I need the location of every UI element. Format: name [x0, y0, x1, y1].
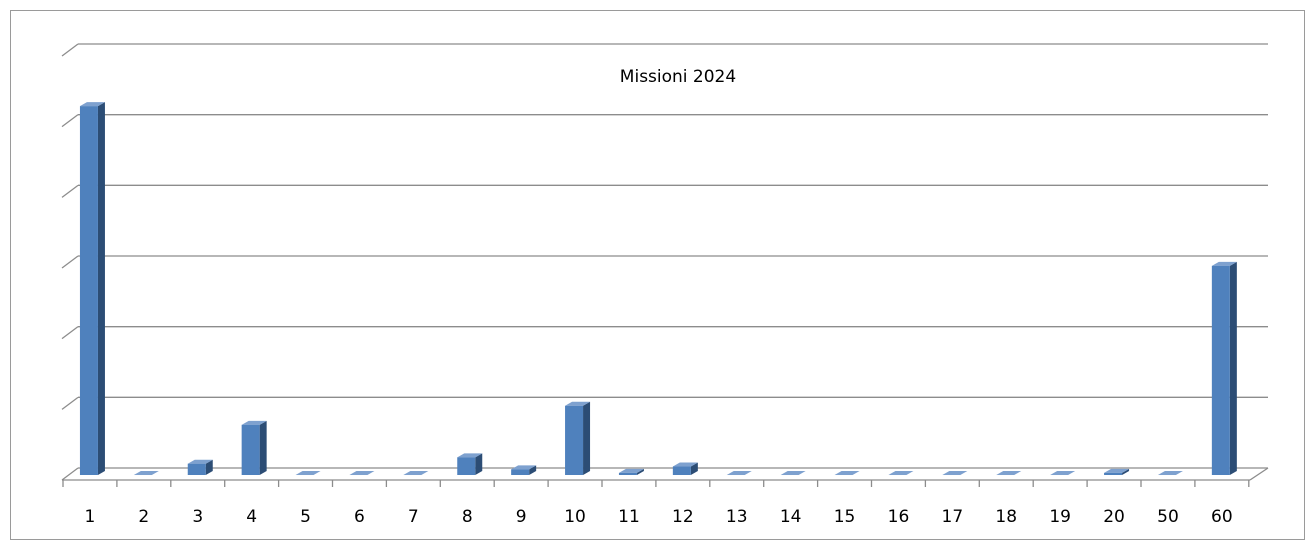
x-tick-label: 5 [300, 507, 311, 527]
bar [618, 472, 637, 475]
x-tick-label: 15 [834, 507, 856, 527]
bar-side [529, 465, 537, 475]
bar-top [1104, 468, 1130, 473]
bar-side [1229, 261, 1237, 475]
x-tick-label: 60 [1211, 507, 1233, 527]
bar-side [636, 468, 644, 475]
bar-top [996, 471, 1022, 475]
bar-side [1122, 468, 1130, 475]
bar-top [565, 401, 591, 406]
bar-top [511, 465, 537, 470]
bar [1104, 472, 1123, 475]
bar [565, 405, 584, 475]
x-tick-label: 8 [462, 507, 473, 527]
chart-title: Missioni 2024 [620, 67, 736, 87]
bar-top [780, 471, 806, 475]
bar-top [403, 471, 429, 475]
x-tick-label: 3 [192, 507, 203, 527]
bar-top [618, 468, 644, 473]
x-tick-label: 1 [85, 507, 96, 527]
x-tick-label: 10 [564, 507, 586, 527]
bar-top [457, 453, 483, 458]
bar-side [205, 459, 213, 475]
x-tick-label: 13 [726, 507, 748, 527]
x-tick-label: 9 [516, 507, 527, 527]
x-tick-label: 14 [780, 507, 802, 527]
x-tick-label: 16 [888, 507, 910, 527]
bar [187, 463, 206, 475]
bar-top [187, 459, 213, 464]
bar-top [1050, 471, 1076, 475]
bar-top [133, 471, 159, 475]
bar-top [1157, 471, 1183, 475]
bar-top [295, 471, 321, 475]
bar-side [583, 401, 591, 475]
bar [1211, 265, 1230, 475]
x-tick-label: 50 [1157, 507, 1179, 527]
y-tick [61, 114, 79, 128]
bar-side [690, 462, 698, 475]
y-tick [61, 396, 79, 410]
bar-top [1211, 261, 1237, 266]
bar [79, 106, 98, 476]
bar-top [79, 102, 105, 107]
bar-side [97, 102, 105, 476]
floor-right [1249, 467, 1269, 481]
bar [672, 466, 691, 475]
y-tick [61, 255, 79, 269]
bar-side [475, 453, 483, 475]
y-tick [61, 184, 79, 198]
bar-top [726, 471, 752, 475]
x-tick-label: 11 [618, 507, 640, 527]
x-tick-label: 19 [1049, 507, 1071, 527]
bar-top [834, 471, 860, 475]
x-tick-label: 7 [408, 507, 419, 527]
x-tick-label: 18 [995, 507, 1017, 527]
y-tick [61, 43, 79, 57]
bar-top [942, 471, 968, 475]
x-tick-label: 2 [138, 507, 149, 527]
bar-top [672, 462, 698, 467]
x-tick-label: 6 [354, 507, 365, 527]
bar-side [259, 420, 267, 475]
x-tick-label: 4 [246, 507, 257, 527]
chart-border [10, 10, 1305, 540]
x-tick-label: 20 [1103, 507, 1125, 527]
bar-top [349, 471, 375, 475]
bar [457, 457, 476, 475]
y-tick [61, 326, 79, 340]
bar-top [241, 420, 267, 425]
x-tick-label: 12 [672, 507, 694, 527]
bar [511, 469, 530, 475]
bar-top [888, 471, 914, 475]
x-tick-label: 17 [942, 507, 964, 527]
bar [241, 424, 260, 475]
y-tick [61, 467, 79, 481]
